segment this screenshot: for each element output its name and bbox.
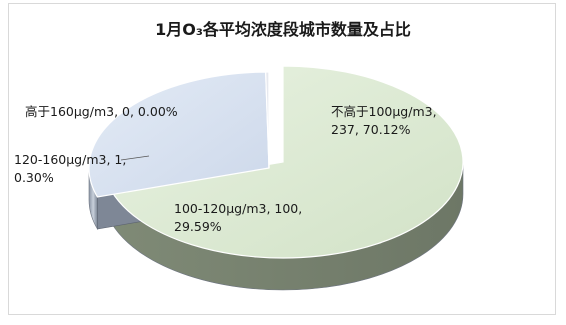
slice-100-120	[88, 71, 270, 198]
slice-le100	[110, 65, 464, 259]
data-label-le100: 不高于100μg/m3, 237, 70.12%	[331, 104, 437, 137]
chart-title: 1月O₃各平均浓度段城市数量及占比	[155, 20, 411, 39]
data-label-100-120: 100-120μg/m3, 100, 29.59%	[174, 201, 302, 234]
pie-chart: 不高于100μg/m3, 237, 70.12% 100-120μg/m3, 100…	[14, 65, 464, 291]
data-label-120-160: 120-160μg/m3, 1, 0.30%	[14, 152, 126, 185]
leader-line-120-160	[120, 155, 150, 161]
data-label-gt160: 高于160μg/m3, 0, 0.00%	[25, 104, 178, 119]
chart-frame: 1月O₃各平均浓度段城市数量及占比 不高于100μg/m3, 237, 70.12…	[8, 3, 556, 315]
